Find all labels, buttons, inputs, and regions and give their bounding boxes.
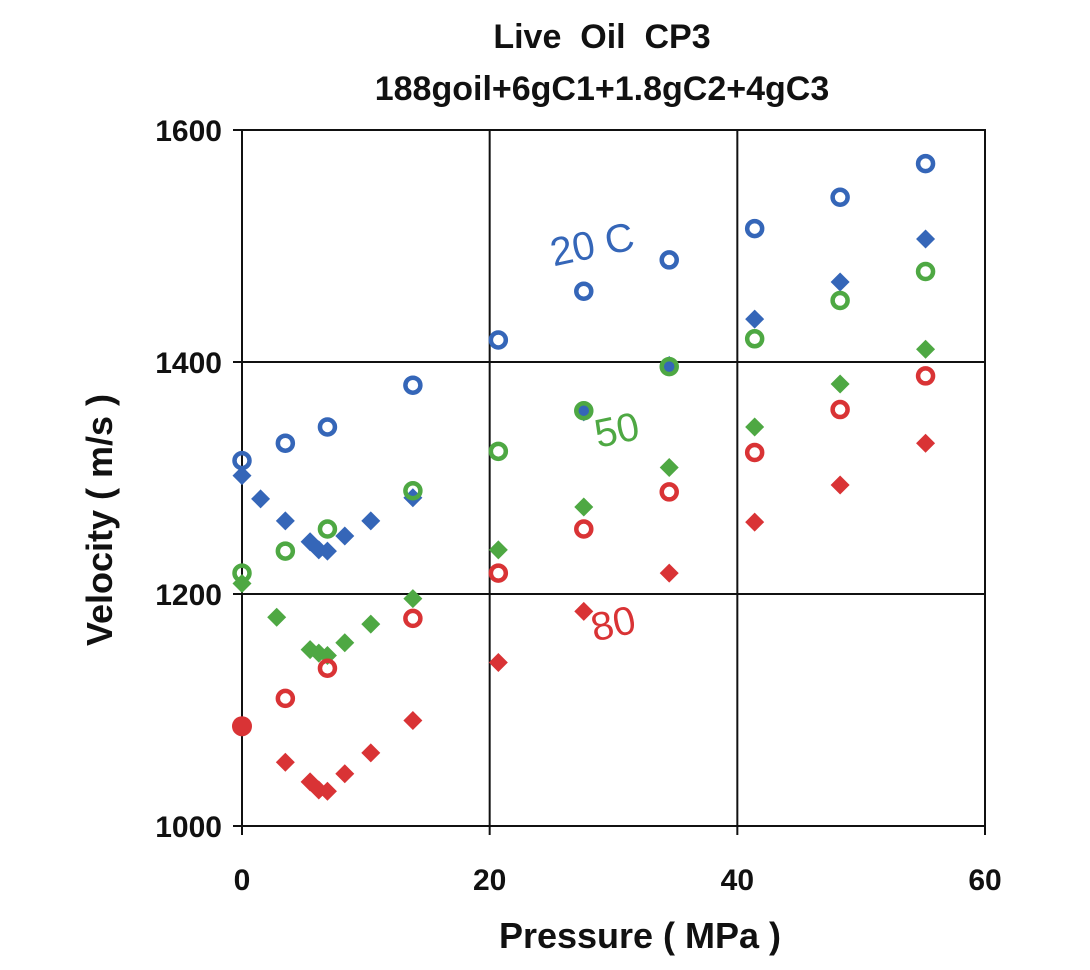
series-80-diamond xyxy=(275,433,936,801)
data-point-1-11 xyxy=(745,309,765,329)
data-point-4-2 xyxy=(403,608,423,629)
data-point-0-7 xyxy=(744,218,765,239)
data-point-0-5 xyxy=(574,281,594,301)
data-point-3-7 xyxy=(403,589,423,609)
data-point-6-5 xyxy=(361,743,381,763)
data-point-6-6 xyxy=(403,710,423,730)
series-80-circle xyxy=(275,366,936,709)
data-point-2-1 xyxy=(275,541,296,561)
y-tick-label-1200: 1200 xyxy=(155,579,222,612)
data-point-1-5 xyxy=(317,541,337,561)
y-tick-label-1400: 1400 xyxy=(155,347,222,380)
data-point-1-6 xyxy=(335,526,355,546)
data-point-6-8 xyxy=(574,601,594,621)
data-point-2-2 xyxy=(317,519,338,539)
data-point-6-3 xyxy=(317,781,337,801)
y-tick-label-1600: 1600 xyxy=(155,115,222,148)
data-point-3-13 xyxy=(916,339,936,359)
data-point-0-8 xyxy=(830,187,850,208)
data-point-3-5 xyxy=(335,633,355,653)
data-point-4-1 xyxy=(317,658,338,678)
y-axis-label: Velocity ( m/s ) xyxy=(79,394,120,646)
axis-ticks: 0 20 40 60 1000 1200 1400 1600 xyxy=(155,115,1001,897)
data-point-3-9 xyxy=(574,497,594,517)
x-tick-label-0: 0 xyxy=(234,864,251,897)
data-point-1-0 xyxy=(232,466,252,486)
data-point-6-0 xyxy=(275,752,295,772)
data-point-5-0 xyxy=(232,716,252,737)
data-point-2-3 xyxy=(403,481,423,501)
data-point-0-3 xyxy=(403,375,423,395)
data-point-6-10 xyxy=(745,512,765,532)
y-tick-label-1000: 1000 xyxy=(155,811,222,844)
data-point-6-12 xyxy=(916,433,936,453)
x-axis-label: Pressure ( MPa ) xyxy=(499,915,781,956)
chart-title-line-2: 188goil+6gC1+1.8gC2+4gC3 xyxy=(375,70,830,108)
data-point-3-8 xyxy=(488,540,508,560)
data-point-2-8 xyxy=(830,290,850,311)
data-point-4-8 xyxy=(915,366,936,386)
chart-title-line-1: Live Oil CP3 xyxy=(493,18,710,56)
data-point-4-0 xyxy=(275,688,296,709)
data-point-6-11 xyxy=(830,475,850,495)
data-point-6-9 xyxy=(659,563,679,583)
data-point-1-7 xyxy=(361,511,381,531)
data-point-1-12 xyxy=(830,272,850,292)
data-point-4-5 xyxy=(659,482,679,502)
data-point-3-0 xyxy=(232,574,252,594)
data-point-1-2 xyxy=(275,511,295,531)
data-point-4-7 xyxy=(830,399,850,420)
series-annotation-0: 20 C xyxy=(546,215,638,276)
data-point-0-9 xyxy=(915,153,936,174)
grid-lines xyxy=(242,130,985,826)
series-annotation-2: 80 xyxy=(587,598,640,650)
x-tick-label-20: 20 xyxy=(473,864,506,897)
data-point-0-4 xyxy=(488,330,509,350)
series-80-filled-circle xyxy=(232,716,252,737)
data-point-3-10 xyxy=(659,458,679,478)
x-tick-label-40: 40 xyxy=(721,864,754,897)
data-point-3-6 xyxy=(361,614,381,634)
data-point-3-11 xyxy=(745,417,765,437)
data-point-2-4 xyxy=(488,441,509,462)
data-point-1-1 xyxy=(251,489,271,509)
data-point-0-2 xyxy=(317,417,338,437)
data-point-4-4 xyxy=(574,519,594,539)
series-50-circle xyxy=(232,261,936,583)
data-point-2-5 xyxy=(574,400,594,421)
data-point-6-4 xyxy=(335,764,355,784)
data-point-0-6 xyxy=(659,250,679,270)
series-annotation-1: 50 xyxy=(591,404,644,456)
data-point-4-6 xyxy=(744,442,765,463)
data-point-6-7 xyxy=(488,652,508,672)
data-point-1-13 xyxy=(916,229,936,249)
data-point-3-1 xyxy=(267,607,287,627)
data-point-2-7 xyxy=(744,329,765,349)
data-point-4-3 xyxy=(488,563,509,583)
data-point-2-9 xyxy=(915,261,936,282)
series-annotations: 20 C 50 80 xyxy=(546,215,643,651)
data-points xyxy=(232,153,936,801)
data-point-2-6 xyxy=(659,356,679,377)
series-20-c-circle xyxy=(232,153,936,471)
data-point-3-12 xyxy=(830,374,850,394)
data-point-0-1 xyxy=(275,433,296,453)
x-tick-label-60: 60 xyxy=(968,864,1001,897)
